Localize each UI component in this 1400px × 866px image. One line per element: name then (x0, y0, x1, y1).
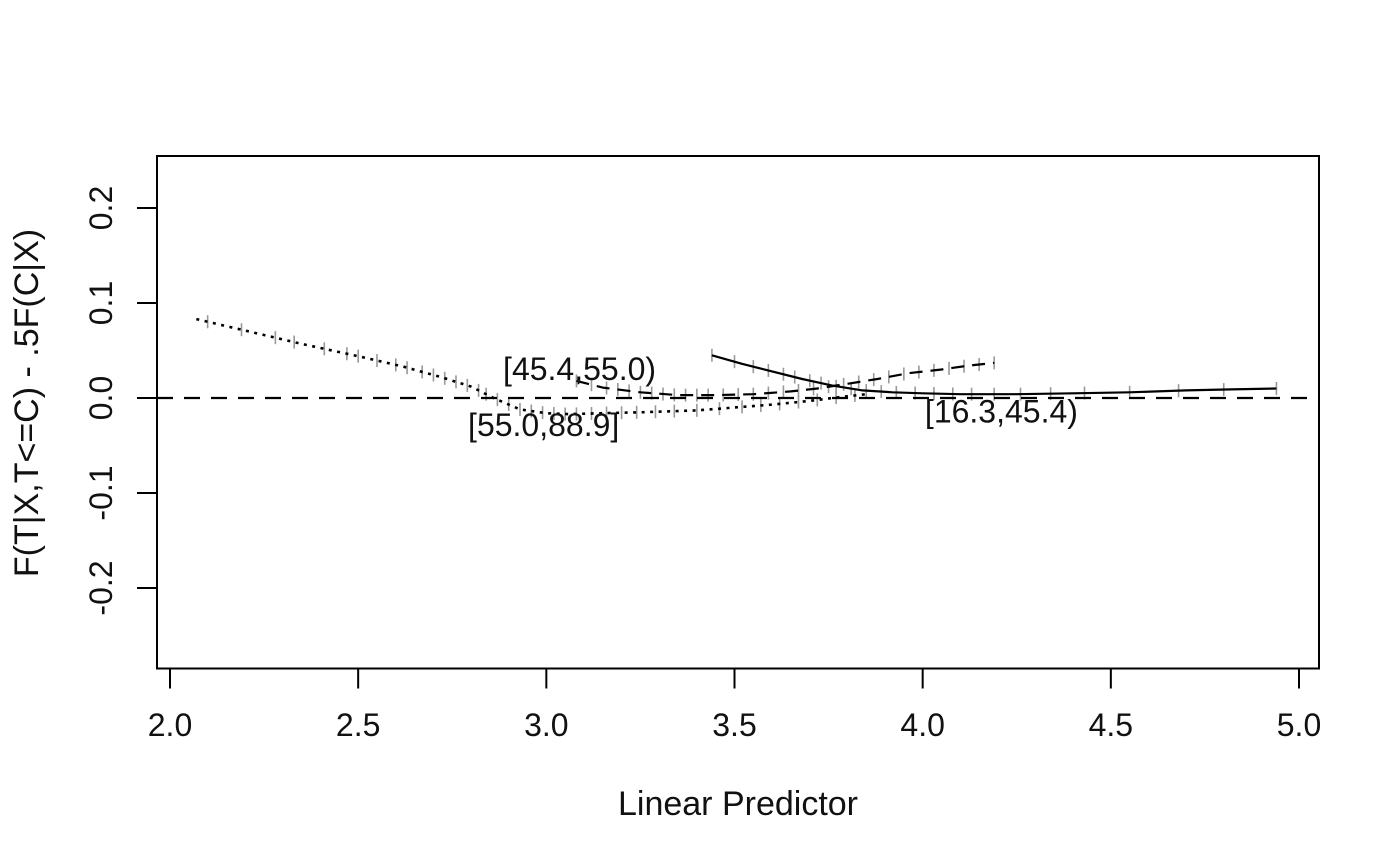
x-tick-label: 3.0 (524, 707, 568, 743)
x-axis-title: Linear Predictor (618, 785, 858, 823)
x-tick-label: 5.0 (1277, 707, 1321, 743)
rug-tick-layer (206, 315, 1278, 421)
curve-label-layer: [45.4,55.0) [55.0,88.9] [16.3,45.4) (468, 351, 1078, 443)
y-axis-title: F(T|X,T<=C) - .5F(C|X) (8, 229, 46, 577)
x-tick-label: 3.5 (712, 707, 756, 743)
y-tick-label: 0.2 (83, 186, 119, 230)
curve-group-label: [45.4,55.0) (503, 351, 656, 387)
x-tick-label: 4.5 (1089, 707, 1133, 743)
curve-group-label: [55.0,88.9] (468, 407, 619, 443)
series-curve-solid (711, 354, 1277, 396)
axis-layer: 2.0 2.5 3.0 3.5 4.0 4.5 5.0 0.2 0.1 0.0 -0.1 -0.2 (83, 155, 1321, 743)
y-tick-label: -0.1 (83, 465, 119, 520)
y-tick-label: -0.2 (83, 560, 119, 615)
x-tick-label: 2.0 (148, 707, 192, 743)
series-curve-dashed (576, 361, 995, 397)
plot-border (156, 155, 1320, 670)
y-tick-label: 0.0 (83, 376, 119, 420)
x-tick-label: 4.0 (900, 707, 944, 743)
y-tick-label: 0.1 (83, 281, 119, 325)
curve-group-label: [16.3,45.4) (925, 394, 1078, 430)
curve-layer (157, 317, 1319, 416)
x-tick-label: 2.5 (336, 707, 380, 743)
